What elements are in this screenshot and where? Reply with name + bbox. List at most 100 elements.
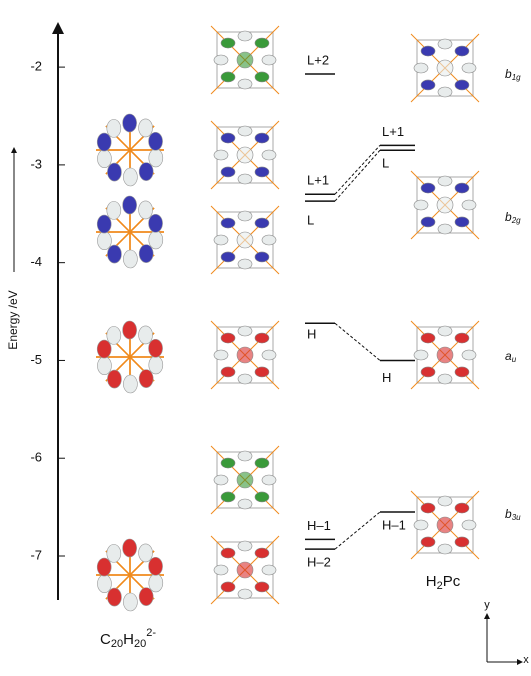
- ring-orbital: [96, 539, 164, 611]
- lobe: [214, 55, 228, 65]
- lobe: [238, 126, 252, 136]
- lobe: [221, 38, 235, 48]
- frame-x-label: x: [523, 654, 529, 666]
- formula-part: Pc: [443, 573, 461, 590]
- mo-diagram: Energy /eV y x C20H202- H2Pc -2-3-4-5-6-…: [0, 0, 531, 676]
- center: [437, 197, 453, 213]
- lobe: [238, 79, 252, 89]
- lobe: [262, 350, 276, 360]
- lobe: [462, 200, 476, 210]
- center: [437, 517, 453, 533]
- lobe: [107, 163, 121, 181]
- lobe: [438, 374, 452, 384]
- lobe: [238, 451, 252, 461]
- lobe: [97, 133, 111, 151]
- lobe: [214, 235, 228, 245]
- lobe: [214, 350, 228, 360]
- lobe: [238, 211, 252, 221]
- lobe: [97, 150, 111, 168]
- symmetry-label: au: [505, 349, 517, 364]
- pc-orbital: [211, 321, 279, 389]
- center: [237, 52, 253, 68]
- lobe: [97, 215, 111, 233]
- lobe: [107, 326, 121, 344]
- ring-orbital: [96, 196, 164, 268]
- lobe: [255, 218, 269, 228]
- lobe: [438, 544, 452, 554]
- lobe: [421, 503, 435, 513]
- y-tick-label: -7: [30, 547, 42, 562]
- correlation-line: [335, 145, 380, 194]
- lobe: [214, 150, 228, 160]
- formula-part: H: [426, 573, 437, 590]
- center: [237, 147, 253, 163]
- lobe: [421, 217, 435, 227]
- level-label: L: [382, 156, 389, 171]
- lobe: [123, 114, 137, 132]
- lobe: [107, 201, 121, 219]
- center: [237, 232, 253, 248]
- lobe: [221, 72, 235, 82]
- lobe: [414, 63, 428, 73]
- lobe: [255, 72, 269, 82]
- lobe: [97, 340, 111, 358]
- lobe: [149, 557, 163, 575]
- lobe: [107, 544, 121, 562]
- level-label: L+1: [382, 124, 404, 139]
- level-label: H: [382, 370, 391, 385]
- symmetry-label: b1g: [505, 67, 521, 82]
- symmetry-part: 3u: [512, 513, 521, 522]
- lobe: [97, 558, 111, 576]
- lobe: [97, 357, 111, 375]
- lobe: [123, 196, 137, 214]
- molecule-label: C20H202-: [100, 627, 156, 650]
- ring-orbital: [96, 321, 164, 393]
- lobe: [97, 575, 111, 593]
- lobe: [414, 350, 428, 360]
- lobe: [255, 492, 269, 502]
- lobe: [455, 80, 469, 90]
- lobe: [139, 326, 153, 344]
- correlation-line: [335, 512, 380, 549]
- level-label: L+1: [307, 173, 329, 188]
- lobe: [421, 183, 435, 193]
- pc-orbital: [211, 446, 279, 514]
- lobe: [255, 167, 269, 177]
- lobe: [139, 370, 153, 388]
- lobe: [123, 375, 137, 393]
- lobe: [262, 235, 276, 245]
- y-tick-label: -4: [30, 254, 42, 269]
- lobe: [255, 367, 269, 377]
- pc-orbital: [411, 34, 479, 102]
- lobe: [221, 548, 235, 558]
- level-label: H–2: [307, 555, 331, 570]
- lobe: [139, 119, 153, 137]
- lobe: [221, 218, 235, 228]
- lobe: [221, 333, 235, 343]
- symmetry-part: 2g: [511, 216, 521, 225]
- lobe: [139, 163, 153, 181]
- lobe: [421, 367, 435, 377]
- level-label: H–1: [307, 518, 331, 533]
- formula-part: 20: [134, 638, 146, 650]
- lobe: [149, 149, 163, 167]
- lobe: [238, 589, 252, 599]
- lobe: [221, 252, 235, 262]
- center: [237, 347, 253, 363]
- center: [237, 472, 253, 488]
- lobe: [421, 333, 435, 343]
- lobe: [238, 374, 252, 384]
- level-label: H: [307, 327, 316, 342]
- lobe: [255, 38, 269, 48]
- lobe: [107, 588, 121, 606]
- lobe: [455, 503, 469, 513]
- lobe: [455, 333, 469, 343]
- lobe: [238, 499, 252, 509]
- lobe: [238, 174, 252, 184]
- lobe: [238, 541, 252, 551]
- lobe: [421, 80, 435, 90]
- lobe: [255, 133, 269, 143]
- frame-y-label: y: [484, 599, 490, 611]
- formula-part: 20: [111, 638, 123, 650]
- pc-orbital: [411, 491, 479, 559]
